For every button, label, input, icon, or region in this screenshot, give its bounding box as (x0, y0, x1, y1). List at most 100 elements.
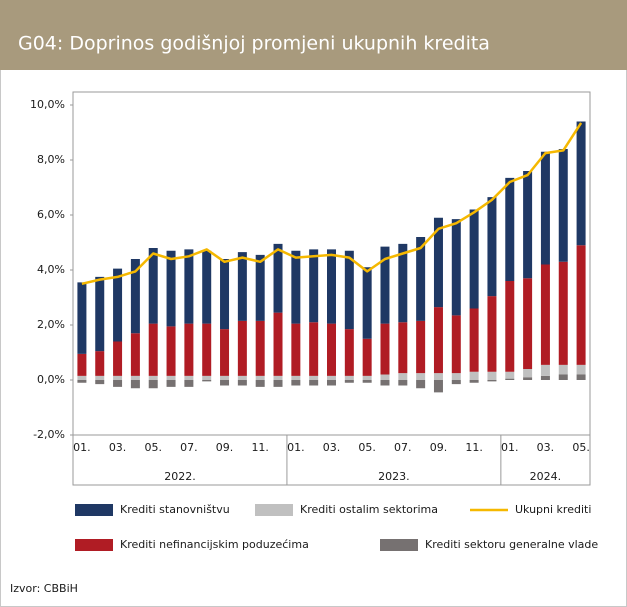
bar (398, 373, 408, 380)
bar (523, 377, 533, 380)
bar (220, 380, 230, 386)
x-tick-label: 05. (572, 441, 590, 454)
bar (291, 250, 301, 324)
bar (505, 371, 515, 379)
bar (451, 373, 461, 380)
bar (540, 151, 550, 265)
bar (362, 267, 372, 339)
bar (380, 246, 390, 324)
header (0, 0, 627, 70)
bar (291, 380, 301, 386)
legend-swatch (75, 539, 113, 551)
bar (487, 296, 497, 372)
y-tick-label: 10,0% (30, 98, 65, 111)
bar (433, 217, 443, 308)
bar (327, 380, 336, 386)
chart-title: G04: Doprinos godišnjoj promjeni ukupnih… (18, 33, 490, 55)
bar (113, 375, 123, 380)
bar (273, 312, 283, 376)
x-tick-label: 01. (501, 441, 519, 454)
bar (523, 278, 533, 369)
bar (344, 329, 354, 376)
bar (113, 268, 123, 342)
bar (184, 249, 194, 324)
bar (558, 149, 568, 262)
legend-label: Krediti sektoru generalne vlade (425, 538, 598, 551)
x-tick-label: 11. (251, 441, 269, 454)
bar (273, 380, 283, 387)
x-tick-label: 01. (73, 441, 91, 454)
bar (202, 375, 212, 380)
bar (255, 320, 265, 376)
y-tick-label: 2,0% (37, 318, 65, 331)
bar (505, 281, 515, 372)
bar (344, 375, 354, 380)
bar (380, 323, 390, 375)
bar (273, 243, 283, 313)
bar (451, 315, 461, 374)
bar (416, 373, 426, 380)
bar (113, 380, 123, 387)
bar (148, 248, 158, 324)
bar (558, 261, 568, 365)
bar (576, 364, 586, 375)
bar (95, 380, 105, 385)
bar (344, 250, 354, 330)
bar (202, 250, 212, 324)
x-tick-label: 03. (109, 441, 127, 454)
bar (95, 351, 105, 376)
bar (166, 250, 176, 327)
bar (148, 323, 158, 376)
bar (469, 371, 479, 380)
bar (398, 243, 408, 323)
bar (469, 380, 479, 383)
bar (487, 197, 497, 297)
bar (505, 177, 515, 281)
bar (77, 353, 87, 376)
bar (469, 308, 479, 372)
x-tick-label: 07. (394, 441, 412, 454)
bar (130, 375, 140, 380)
bar (433, 373, 443, 380)
bar (220, 375, 230, 380)
bar (380, 374, 390, 380)
bar (327, 249, 336, 324)
y-tick-label: -2,0% (33, 428, 65, 441)
bar (540, 375, 550, 380)
bar (291, 323, 301, 376)
bar (202, 323, 212, 376)
bar (416, 380, 426, 389)
bar (469, 209, 479, 309)
legend-swatch (380, 539, 418, 551)
bar (148, 375, 158, 380)
bar (451, 219, 461, 316)
legend-label: Ukupni krediti (515, 503, 591, 516)
bar (309, 322, 319, 376)
bar (523, 171, 533, 279)
bar (77, 282, 87, 354)
bar (95, 375, 105, 380)
bar (362, 380, 372, 383)
x-tick-label: 03. (537, 441, 555, 454)
bar (398, 322, 408, 374)
bar (202, 380, 212, 382)
bar (523, 369, 533, 378)
bar (309, 380, 319, 386)
bar (166, 326, 176, 376)
bar (130, 259, 140, 334)
bar (237, 375, 247, 380)
bar (184, 375, 194, 380)
bar (130, 333, 140, 376)
bar (309, 249, 319, 323)
bar (166, 375, 176, 380)
bar (540, 364, 550, 376)
bar (291, 375, 301, 380)
bar (130, 380, 140, 389)
legend-swatch (75, 504, 113, 516)
x-tick-label: 05. (144, 441, 162, 454)
bar (113, 341, 123, 376)
y-tick-label: 8,0% (37, 153, 65, 166)
bar (237, 380, 247, 386)
bar (576, 374, 586, 380)
plot-frame (72, 91, 591, 486)
